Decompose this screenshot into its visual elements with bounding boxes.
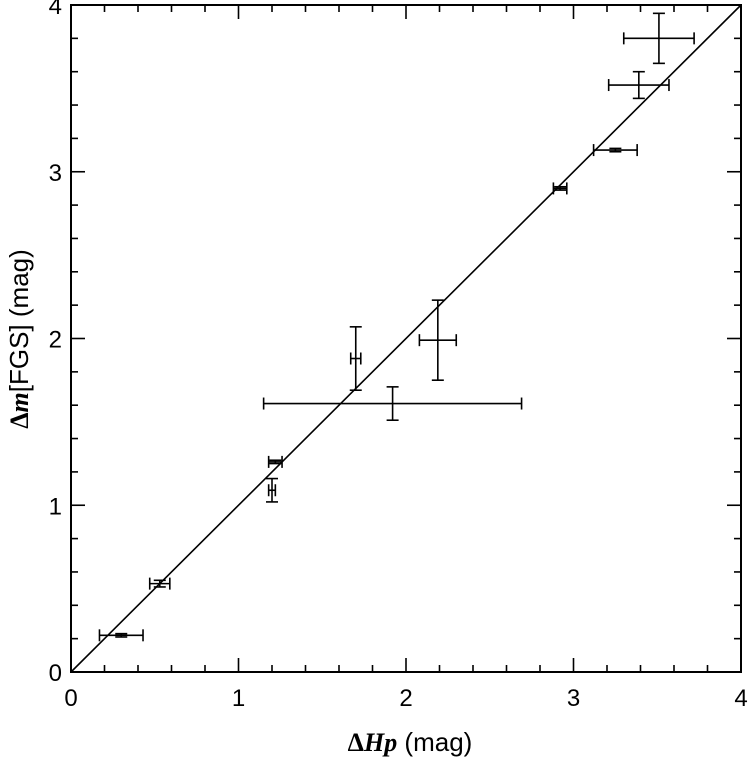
data-point <box>266 477 278 503</box>
y-axis-label: Δm[FGS] (mag) <box>4 249 34 429</box>
y-tick-label: 3 <box>49 160 62 187</box>
data-point <box>622 12 695 65</box>
y-tick-label: 1 <box>49 493 62 520</box>
x-tick-label: 4 <box>734 685 747 712</box>
axis-tick-labels: 0 1 2 3 4 0 1 2 3 4 <box>49 0 748 712</box>
data-point <box>98 629 144 642</box>
error-bars <box>98 12 695 642</box>
y-tick-label: 0 <box>49 660 62 687</box>
x-axis-label: ΔHp (mag) <box>348 727 473 757</box>
y-tick-label: 4 <box>49 0 62 20</box>
data-point <box>349 326 362 391</box>
x-tick-label: 2 <box>399 685 412 712</box>
x-tick-label: 0 <box>64 685 77 712</box>
data-point <box>592 144 638 157</box>
data-point <box>607 70 670 100</box>
data-point <box>148 577 171 590</box>
data-point <box>418 299 458 381</box>
one-to-one-line <box>70 4 742 673</box>
y-tick-label: 2 <box>49 327 62 354</box>
x-tick-label: 3 <box>567 685 580 712</box>
x-tick-label: 1 <box>232 685 245 712</box>
data-point <box>267 455 283 468</box>
data-point <box>262 386 523 422</box>
data-point <box>552 182 568 195</box>
axis-ticks <box>70 4 742 673</box>
